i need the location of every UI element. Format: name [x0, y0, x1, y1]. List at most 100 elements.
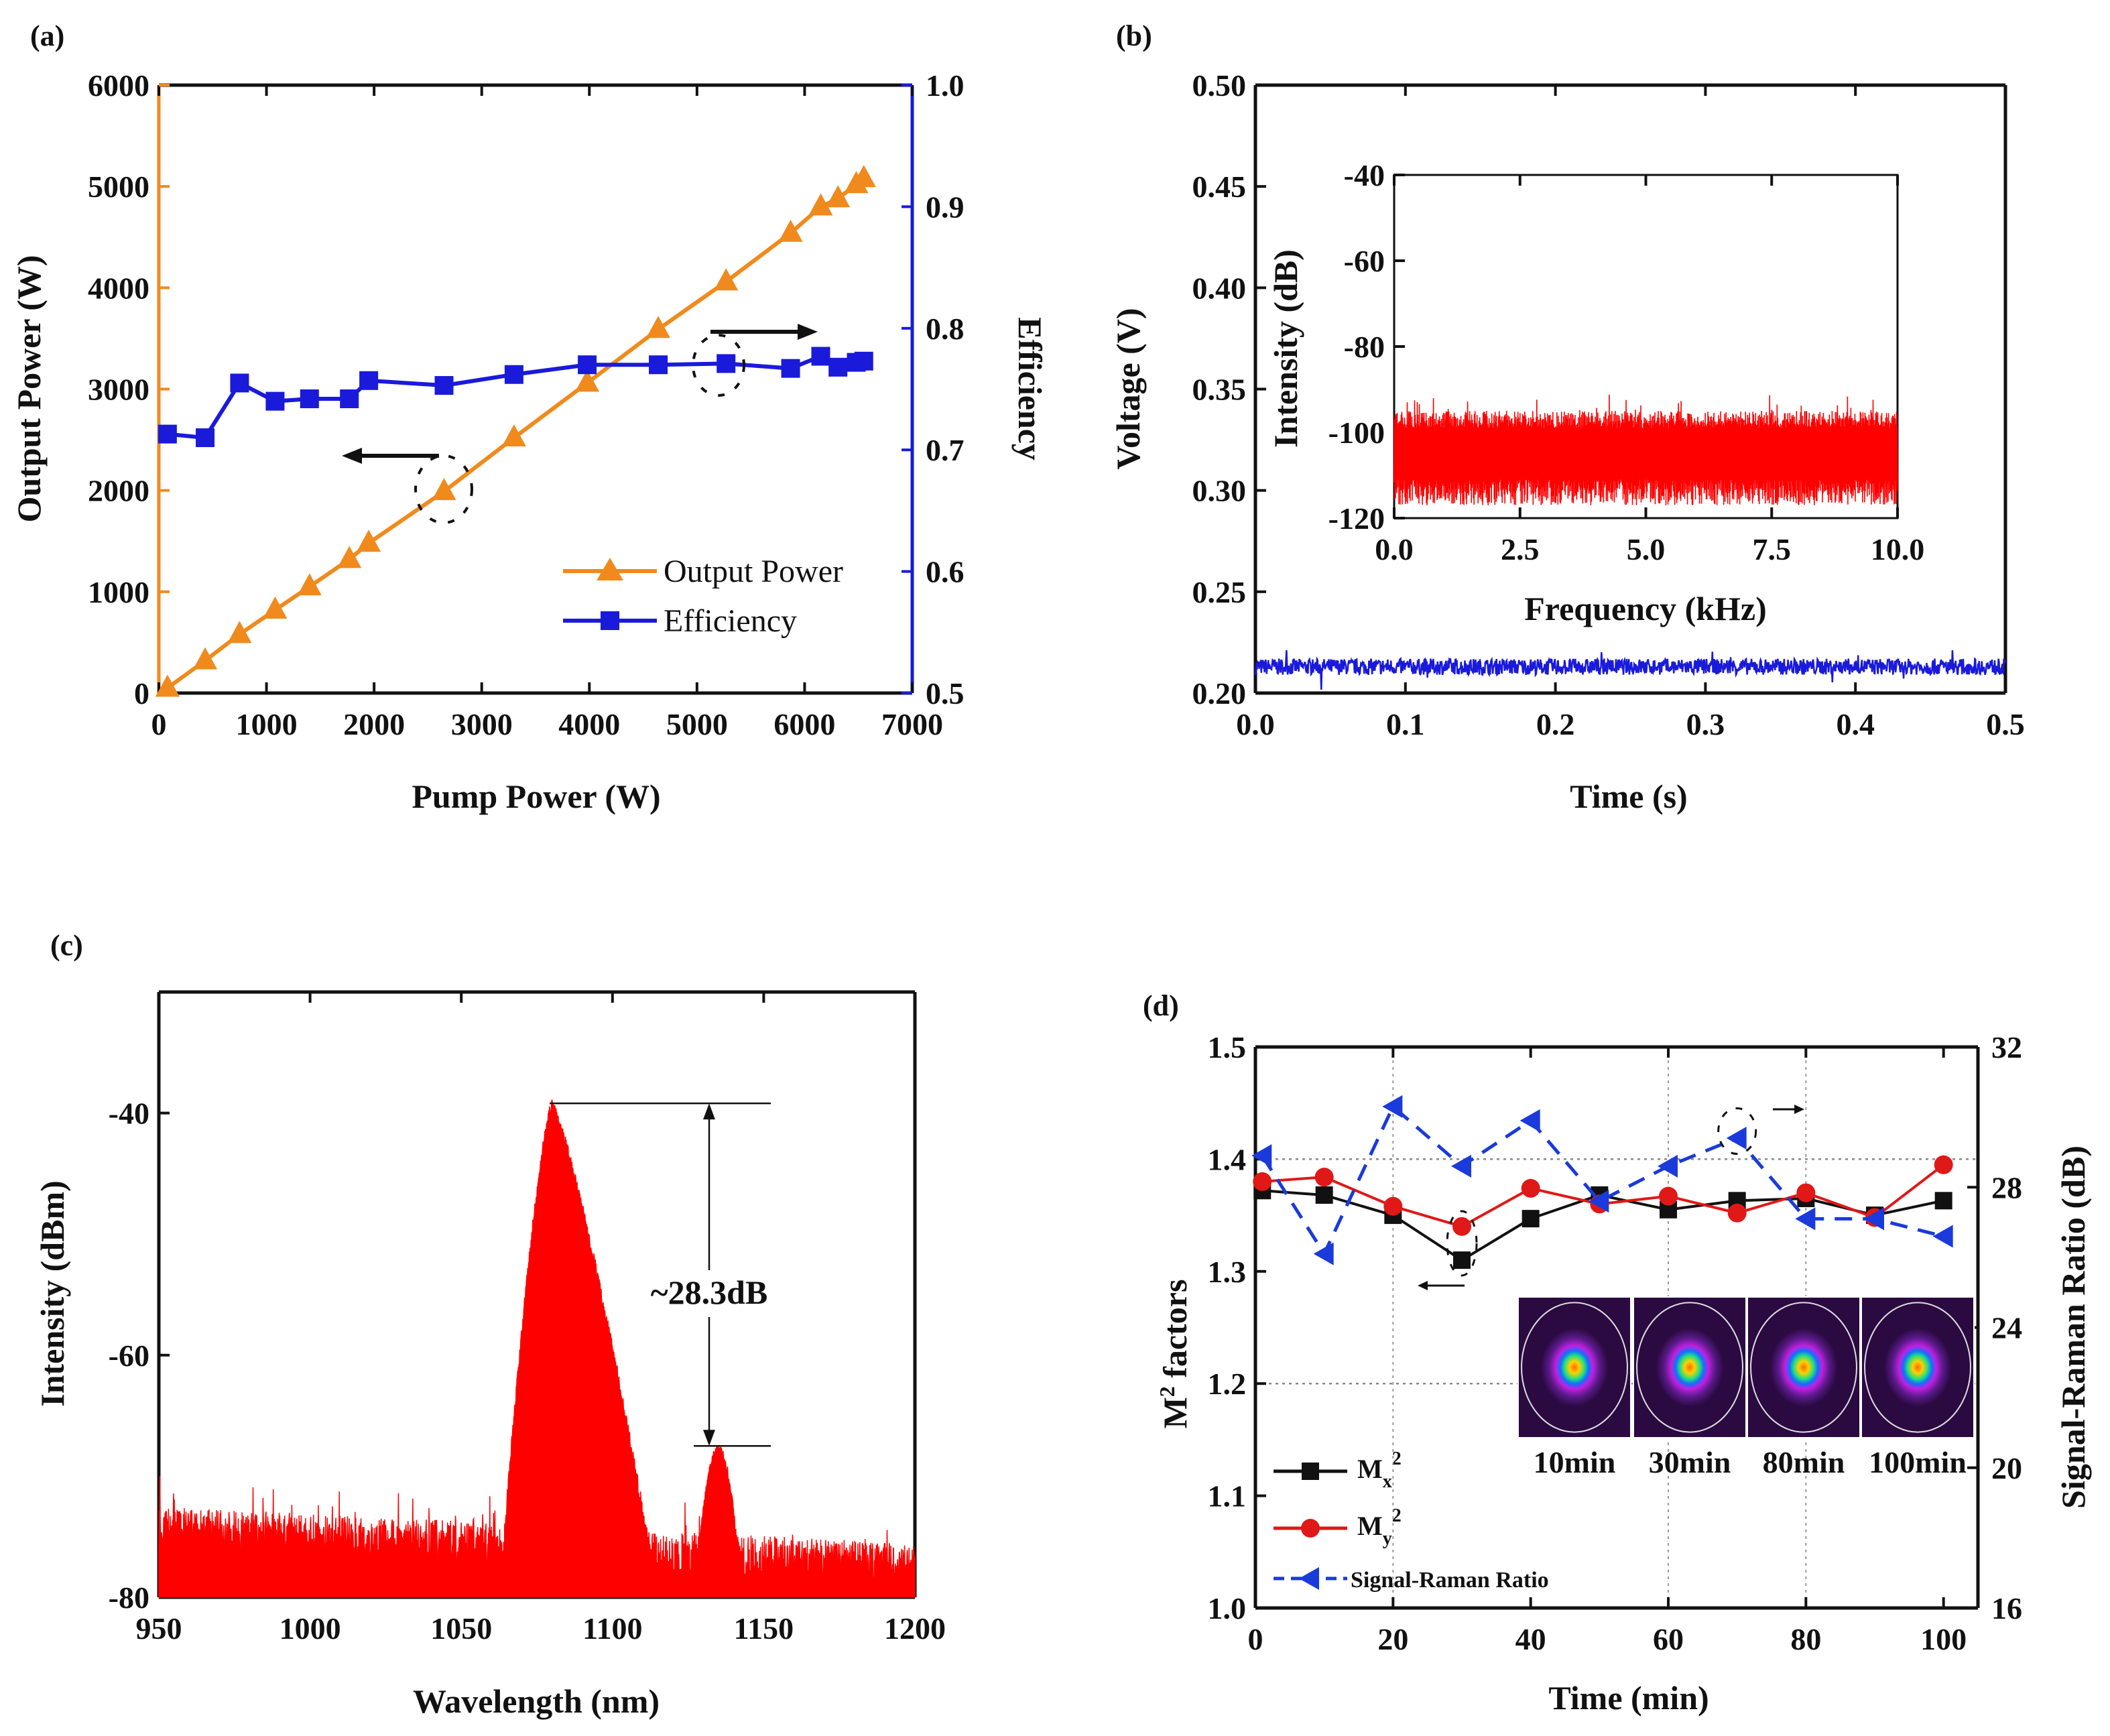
- beam-profile-label: 80min: [1763, 1445, 1845, 1479]
- panel-d-right-ytick-label: 20: [1991, 1451, 2022, 1485]
- data-point-mx2: [1934, 1192, 1952, 1210]
- data-point-srr: [1451, 1154, 1471, 1178]
- data-point-srr: [1382, 1095, 1403, 1118]
- panel-b-ytick-label: 0.20: [1192, 676, 1247, 710]
- data-point-output-power: [575, 369, 600, 392]
- inset-xtick-label: 5.0: [1627, 532, 1666, 566]
- data-point-efficiency: [300, 389, 319, 409]
- data-point-efficiency: [578, 355, 597, 375]
- panel-a-xtick-label: 7000: [881, 707, 943, 741]
- data-point-srr: [1589, 1190, 1609, 1213]
- voltage-trace: [1254, 649, 2007, 690]
- panel-a-xtick-label: 4000: [558, 707, 620, 741]
- dashed-circle: [692, 334, 745, 397]
- panel-a-y2label: Efficiency: [1011, 317, 1049, 460]
- data-point-srr: [1251, 1144, 1272, 1168]
- beam-profile-label: 100min: [1869, 1445, 1967, 1479]
- legend-efficiency: Efficiency: [664, 603, 797, 639]
- beam-spot: [1770, 1328, 1838, 1407]
- legend-my2: My2: [1357, 1505, 1402, 1549]
- inset-xtick-label: 7.5: [1753, 532, 1792, 566]
- panel-b-xtick-label: 0.4: [1836, 707, 1875, 741]
- panel-b-ytick-label: 0.45: [1192, 170, 1247, 204]
- panel-a-xlabel: Pump Power (W): [412, 778, 660, 815]
- data-point-my2: [1521, 1178, 1540, 1198]
- panel-d-xlabel: Time (min): [1548, 1679, 1709, 1717]
- legend-square-marker: [601, 611, 619, 630]
- data-point-my2: [1452, 1217, 1471, 1236]
- series-signal-raman-ratio-line: [1261, 1103, 1944, 1257]
- panel-b-ytick-label: 0.50: [1192, 68, 1247, 103]
- arrowhead-up: [703, 1103, 715, 1120]
- beam-circle: [1521, 1302, 1628, 1433]
- panel-a-ytick-label: 3000: [88, 373, 149, 407]
- inset-ytick-label: -60: [1344, 244, 1385, 278]
- data-point-efficiency: [158, 424, 177, 444]
- panel-d-right-ytick-label: 16: [1991, 1591, 2022, 1625]
- panel-c-ytick-label: -80: [109, 1580, 149, 1615]
- spectrum-trace: [158, 1099, 916, 1598]
- panel-d-ylabel: M2 factors: [1155, 1280, 1194, 1429]
- data-point-output-power: [357, 530, 381, 552]
- panel-d-xtick-label: 20: [1377, 1622, 1408, 1656]
- panel-a-xtick-label: 5000: [666, 707, 728, 741]
- data-point-my2: [1934, 1155, 1953, 1174]
- panel-d-y2label: Signal-Raman Ratio (dB): [2054, 1145, 2092, 1509]
- data-point-srr: [1519, 1109, 1540, 1132]
- data-point-efficiency: [717, 354, 736, 373]
- panel-label-b: (b): [1116, 19, 1152, 52]
- data-point-efficiency: [828, 357, 848, 377]
- data-point-efficiency: [359, 371, 379, 390]
- dashed-circle: [414, 454, 473, 524]
- panel-label-d: (d): [1143, 989, 1179, 1022]
- panel-label-c: (c): [50, 929, 83, 962]
- arrowhead-right: [798, 324, 818, 340]
- ylabel-sup: 2: [1155, 1386, 1179, 1397]
- panel-b-xtick-label: 0.3: [1686, 707, 1725, 741]
- data-point-efficiency: [854, 351, 873, 371]
- panel-d-xtick-label: 100: [1920, 1622, 1967, 1656]
- beam-circle: [1636, 1302, 1743, 1433]
- panel-a-ytick-label: 6000: [88, 68, 149, 103]
- data-point-mx2: [1453, 1251, 1471, 1269]
- panel-a-xtick-label: 6000: [773, 707, 835, 741]
- data-point-output-power: [193, 647, 218, 670]
- panel-c-xlabel: Wavelength (nm): [413, 1682, 660, 1720]
- panel-d-right-ytick-label: 28: [1991, 1170, 2022, 1204]
- data-point-my2: [1659, 1186, 1678, 1206]
- panel-b-xtick-label: 0.5: [1986, 707, 2025, 741]
- data-point-output-power: [778, 219, 803, 242]
- panel-a-ytick-label: 2000: [88, 474, 149, 508]
- panel-c-ylabel: Intensity (dBm): [34, 1180, 71, 1407]
- panel-a-xtick-label: 0: [151, 707, 167, 741]
- panel-d-right-ytick-label: 32: [1991, 1030, 2022, 1064]
- data-point-output-power: [337, 546, 362, 568]
- panel-b-xtick-label: 0.1: [1386, 707, 1425, 741]
- data-point-srr: [1795, 1207, 1816, 1231]
- data-point-output-power: [646, 316, 671, 338]
- data-point-efficiency: [649, 355, 668, 375]
- ylabel-main: M: [1156, 1397, 1194, 1428]
- legend-output-power: Output Power: [664, 554, 843, 589]
- data-point-efficiency: [781, 359, 800, 378]
- data-point-output-power: [808, 193, 833, 216]
- panel-b-ytick-label: 0.40: [1192, 271, 1247, 305]
- panel-a-right-ytick-label: 0.8: [926, 312, 965, 346]
- panel-d-ytick-label: 1.4: [1208, 1142, 1247, 1176]
- panel-d-xtick-label: 80: [1790, 1622, 1821, 1656]
- panel-d-ytick-label: 1.0: [1208, 1591, 1247, 1625]
- panel-a-ytick-label: 5000: [88, 170, 149, 204]
- panel-c-ytick-label: -40: [109, 1097, 149, 1131]
- panel-d-ytick-label: 1.2: [1208, 1367, 1247, 1401]
- data-point-my2: [1727, 1203, 1747, 1223]
- panel-c-xtick-label: 1100: [582, 1611, 642, 1646]
- panel-a-ytick-label: 0: [134, 676, 149, 710]
- arrowhead-down: [703, 1430, 715, 1446]
- data-point-my2: [1796, 1183, 1816, 1202]
- panel-d-xtick-label: 40: [1515, 1622, 1546, 1656]
- beam-profile-label: 10min: [1534, 1445, 1616, 1479]
- arrowhead-right: [1794, 1105, 1804, 1114]
- beam-spot: [1656, 1328, 1724, 1407]
- data-point-srr: [1932, 1225, 1953, 1248]
